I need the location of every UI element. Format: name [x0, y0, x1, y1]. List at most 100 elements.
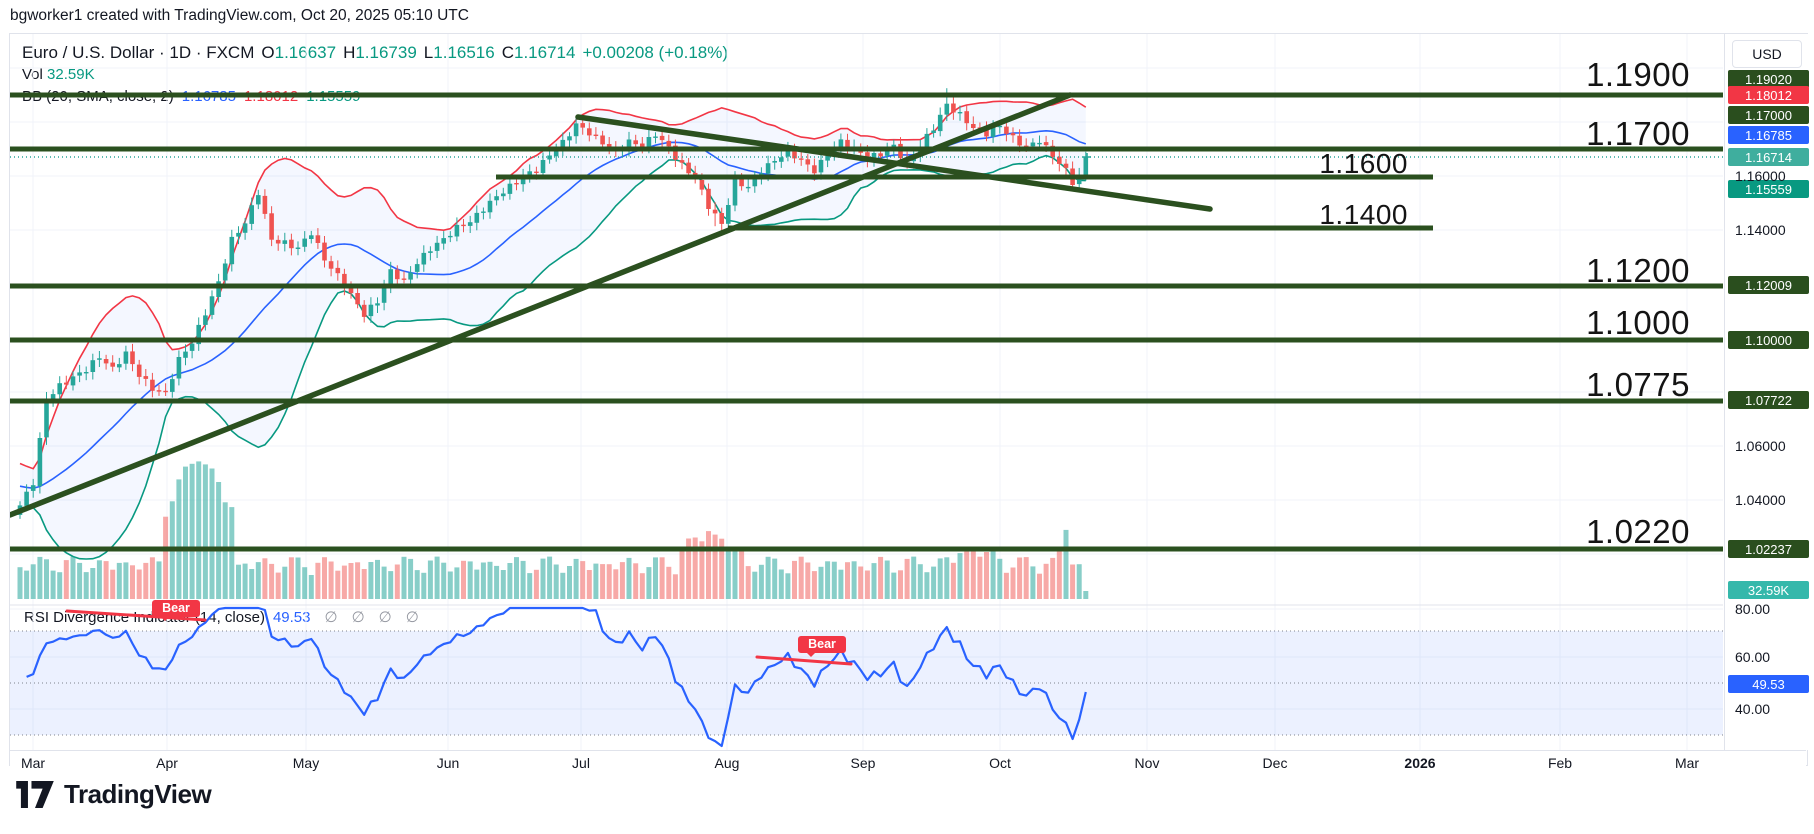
tradingview-logo[interactable]: TradingView [16, 779, 212, 810]
volume-bar [752, 571, 758, 599]
candle-body [249, 205, 254, 224]
volume-bar [143, 562, 149, 599]
month-label: Aug [714, 755, 740, 771]
price-scale-tick: 80.00 [1735, 601, 1771, 617]
candle-body [527, 171, 532, 176]
volume-bar [1083, 591, 1089, 599]
volume-bar [692, 537, 698, 599]
volume-bar [494, 565, 500, 599]
candle-body [971, 124, 976, 128]
volume-bar [944, 557, 950, 599]
candle-body [401, 278, 407, 280]
volume-bar [427, 560, 433, 599]
grid-layer [10, 34, 1723, 750]
volume-bar [686, 538, 692, 599]
volume-bar [328, 561, 334, 599]
volume-bar [706, 531, 711, 599]
currency-toggle-button[interactable]: USD [1732, 40, 1802, 68]
candle-body [216, 281, 221, 297]
volume-bar [507, 563, 513, 599]
chart-legend[interactable]: Euro / U.S. Dollar · 1D · FXCM O1.16637 H1… [22, 42, 728, 107]
volume-bar [838, 569, 844, 599]
volume-bar [70, 556, 76, 599]
price-scale-badge: 1.16714 [1728, 148, 1809, 166]
candle-body [1043, 142, 1049, 146]
volume-bar [1030, 566, 1036, 599]
candle-body [30, 485, 36, 491]
volume-bar [83, 572, 89, 599]
candle-body [1004, 126, 1009, 134]
price-scale-badge: 1.18012 [1728, 86, 1809, 104]
volume-bar [931, 566, 937, 599]
volume-bar [845, 562, 850, 599]
price-scale-badge: 49.53 [1728, 675, 1809, 693]
phantom-circle: ∅ [324, 609, 338, 626]
volume-bar [646, 567, 652, 599]
price-scale-tick: 1.14000 [1735, 222, 1786, 238]
candle-body [984, 128, 989, 137]
volume-bar [269, 563, 275, 599]
volume-bar [236, 564, 241, 599]
volume-bar [593, 563, 599, 599]
volume-bar [282, 566, 288, 599]
volume-bar [758, 564, 764, 599]
candle-body [600, 135, 605, 145]
symbol-row[interactable]: Euro / U.S. Dollar · 1D · FXCM O1.16637 H1… [22, 42, 728, 63]
price-scale-badge: 1.02237 [1728, 540, 1809, 558]
volume-bar [96, 560, 102, 599]
volume-bar [957, 553, 963, 599]
time-scale[interactable]: Mar Apr May Jun Jul Aug Sep Oct Nov Dec 2026 Feb Mar [10, 750, 1806, 777]
candle-body [110, 362, 115, 367]
volume-bar [288, 557, 294, 599]
tradingview-logo-text: TradingView [64, 779, 212, 809]
candle-body [805, 159, 811, 165]
volume-bar [626, 557, 632, 599]
descending-trendline [575, 114, 1213, 212]
volume-bar [302, 567, 308, 599]
volume-bar [176, 479, 182, 599]
rsi-value: 49.53 [272, 609, 311, 626]
volume-bars [17, 461, 1089, 599]
price-scale-badge: 1.19020 [1728, 70, 1809, 88]
bb-fill [20, 99, 1086, 559]
candle-body [196, 324, 201, 345]
candle-body [666, 140, 672, 147]
ohlc-value: 1.16637 [274, 43, 337, 62]
volume-row[interactable]: Vol 32.59K [22, 66, 728, 85]
chart-canvas[interactable] [10, 34, 1724, 750]
volume-bar [798, 556, 804, 599]
volume-bar [553, 564, 559, 599]
candle-body [381, 286, 387, 303]
candle-body [772, 161, 777, 163]
candle-body [924, 133, 930, 149]
candle-body [176, 357, 182, 379]
candle-body [845, 139, 850, 148]
candle-body [368, 304, 374, 317]
candle-body [640, 143, 645, 149]
price-scale[interactable]: USD 1.19020 1.18012 1.17000 1.16785 1.16714 1… [1724, 34, 1814, 750]
candle-body [951, 103, 956, 113]
candle-body [428, 251, 433, 253]
volume-bar [130, 565, 135, 599]
rsi-phantom-circles: ∅ ∅ ∅ ∅ [310, 609, 418, 626]
volume-bar [44, 559, 49, 599]
volume-bar [917, 564, 923, 599]
volume-bar [811, 571, 817, 599]
candle-body [474, 212, 480, 223]
volume-bar [480, 562, 486, 599]
candle-body [726, 205, 731, 224]
volume-bar [606, 564, 612, 599]
candle-body [421, 252, 427, 265]
candle-body [183, 351, 188, 358]
volume-bar [613, 569, 619, 599]
candle-body [209, 296, 215, 315]
volume-bar [341, 565, 347, 599]
volume-bar [30, 564, 36, 599]
volume-bar [567, 566, 572, 599]
candle-body [156, 390, 162, 392]
volume-bar [719, 538, 725, 599]
price-scale-badge: 1.10000 [1728, 331, 1809, 349]
candle-body [414, 264, 420, 272]
candle-body [355, 293, 360, 305]
volume-bar [977, 556, 983, 599]
